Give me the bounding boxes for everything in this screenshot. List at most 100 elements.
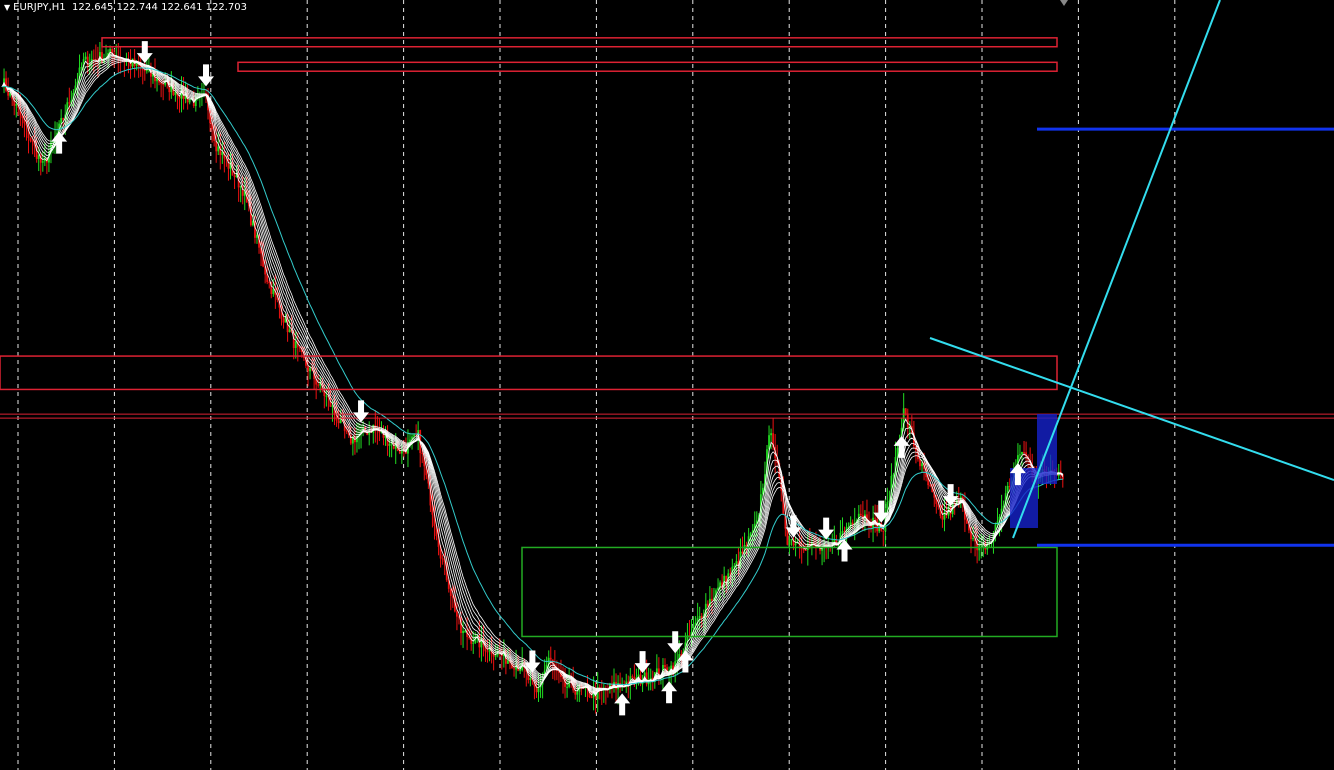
- candle-body: [715, 590, 717, 599]
- candle-body: [531, 678, 534, 681]
- candle-body: [358, 434, 360, 437]
- candle-body: [188, 99, 191, 103]
- candle-body: [784, 513, 787, 529]
- candle-body: [303, 352, 305, 358]
- candle-body: [751, 530, 754, 534]
- candle-body: [480, 638, 483, 648]
- candle-body: [470, 637, 473, 644]
- candle-body: [323, 390, 326, 397]
- candle-body: [174, 91, 177, 95]
- candle-body: [337, 420, 340, 424]
- candle-body: [356, 436, 358, 443]
- candle-body: [25, 123, 28, 126]
- candle-body: [780, 477, 783, 491]
- candle-body: [892, 474, 895, 476]
- candle-body: [351, 436, 354, 444]
- candle-body: [684, 642, 687, 652]
- candle-body: [492, 654, 495, 657]
- candle-body: [731, 566, 734, 575]
- candle-body: [258, 234, 260, 248]
- arrow-down-icon: [785, 515, 802, 538]
- candle-body: [409, 439, 411, 443]
- candle-body: [1002, 505, 1005, 509]
- candle-body: [796, 542, 799, 544]
- candle-body: [562, 677, 564, 679]
- candle-body: [558, 670, 560, 673]
- arrow-up-icon: [893, 435, 910, 458]
- candle-body: [488, 647, 491, 652]
- candle-body: [933, 492, 936, 498]
- candle-body: [270, 282, 273, 294]
- candle-body: [849, 522, 852, 527]
- ma-slow-line: [1, 67, 1063, 686]
- candle-body: [72, 92, 75, 101]
- arrow-up-icon: [836, 539, 853, 562]
- candle-body: [841, 531, 844, 533]
- ma-ribbon-line: [1, 60, 1063, 690]
- candle-body: [139, 65, 142, 68]
- ma-ribbon-line: [1, 58, 1063, 691]
- candle-body: [666, 667, 668, 674]
- arrow-down-icon: [942, 484, 959, 507]
- candle-body: [317, 384, 320, 386]
- supply-zone: [237, 61, 1058, 72]
- candle-body: [843, 531, 846, 533]
- candle-body: [15, 104, 18, 106]
- candle-body: [70, 100, 73, 104]
- candle-body: [759, 494, 762, 516]
- candle-body: [755, 520, 758, 524]
- candle-body: [549, 657, 552, 660]
- trendline-down: [929, 337, 1334, 481]
- candle-body: [706, 603, 709, 607]
- symbol-label: EURJPY,H1: [13, 2, 66, 13]
- candle-body: [768, 435, 770, 450]
- candle-body: [29, 137, 32, 141]
- candle-body: [633, 676, 636, 683]
- candle-body: [443, 558, 446, 562]
- candle-body: [762, 487, 764, 495]
- candle-body: [84, 56, 87, 60]
- candle-body: [141, 67, 144, 70]
- candle-body: [802, 549, 805, 551]
- candle-body: [868, 522, 870, 526]
- candle-body: [423, 453, 426, 467]
- candle-body: [615, 681, 617, 690]
- candle-body: [690, 632, 693, 637]
- candle-body: [453, 597, 456, 612]
- candle-body: [48, 152, 50, 163]
- candle-body: [31, 140, 34, 142]
- candle-body: [931, 485, 934, 493]
- candle-body: [1006, 485, 1009, 494]
- candle-body: [411, 436, 413, 440]
- candle-body: [994, 524, 997, 534]
- candle-body: [896, 448, 899, 457]
- candle-body: [447, 580, 450, 589]
- candle-body: [217, 146, 220, 152]
- candle-body: [859, 513, 862, 516]
- ma-ribbon-line: [1, 53, 1064, 696]
- arrow-down-icon: [353, 400, 370, 423]
- candle-body: [398, 451, 401, 454]
- candle-body: [711, 598, 713, 601]
- candle-body: [78, 67, 81, 82]
- candle-body: [254, 220, 256, 238]
- candle-body: [678, 654, 681, 661]
- candle-body: [941, 515, 944, 520]
- candle-body: [694, 622, 697, 626]
- candle-body: [976, 541, 979, 551]
- candle-body: [368, 430, 371, 435]
- candle-body: [655, 668, 658, 673]
- candle-body: [227, 159, 230, 169]
- candle-body: [43, 158, 46, 162]
- candle-body: [686, 635, 689, 643]
- candle-body: [537, 687, 540, 693]
- candle-body: [766, 449, 768, 475]
- candle-body: [917, 450, 919, 460]
- candle-body: [435, 525, 438, 537]
- ma-ribbon-line: [1, 51, 1064, 697]
- candle-body: [431, 505, 434, 515]
- triangle-down-icon[interactable]: ▼: [4, 3, 11, 12]
- arrow-down-icon: [524, 650, 541, 673]
